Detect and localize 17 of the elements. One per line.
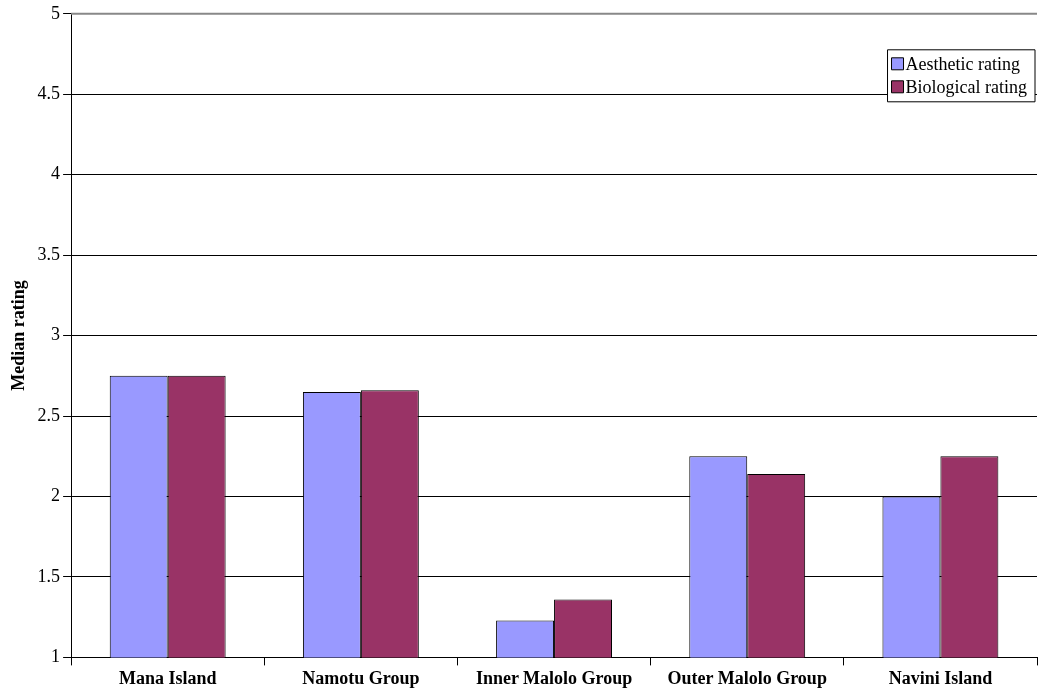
y-tick-label: 2.5 bbox=[37, 404, 61, 425]
legend-label: Aesthetic rating bbox=[905, 53, 1020, 74]
y-tick-label: 3 bbox=[51, 324, 61, 345]
y-tick-label: 5 bbox=[51, 2, 61, 23]
x-tick-label: Outer Malolo Group bbox=[667, 667, 827, 688]
y-tick-label: 3.5 bbox=[37, 243, 61, 264]
x-tick-label: Namotu Group bbox=[302, 667, 420, 688]
y-axis-title: Median rating bbox=[8, 280, 29, 391]
legend-label: Biological rating bbox=[905, 76, 1028, 97]
y-tick-label: 4 bbox=[51, 163, 61, 184]
x-tick-label: Mana Island bbox=[118, 667, 217, 688]
y-tick-label: 1.5 bbox=[37, 565, 61, 586]
x-tick-label: Navini Island bbox=[888, 667, 993, 688]
y-tick-label: 1 bbox=[51, 646, 61, 667]
y-tick-label: 4.5 bbox=[37, 82, 61, 103]
x-tick-label: Inner Malolo Group bbox=[475, 667, 633, 688]
y-tick-label: 2 bbox=[51, 485, 61, 506]
